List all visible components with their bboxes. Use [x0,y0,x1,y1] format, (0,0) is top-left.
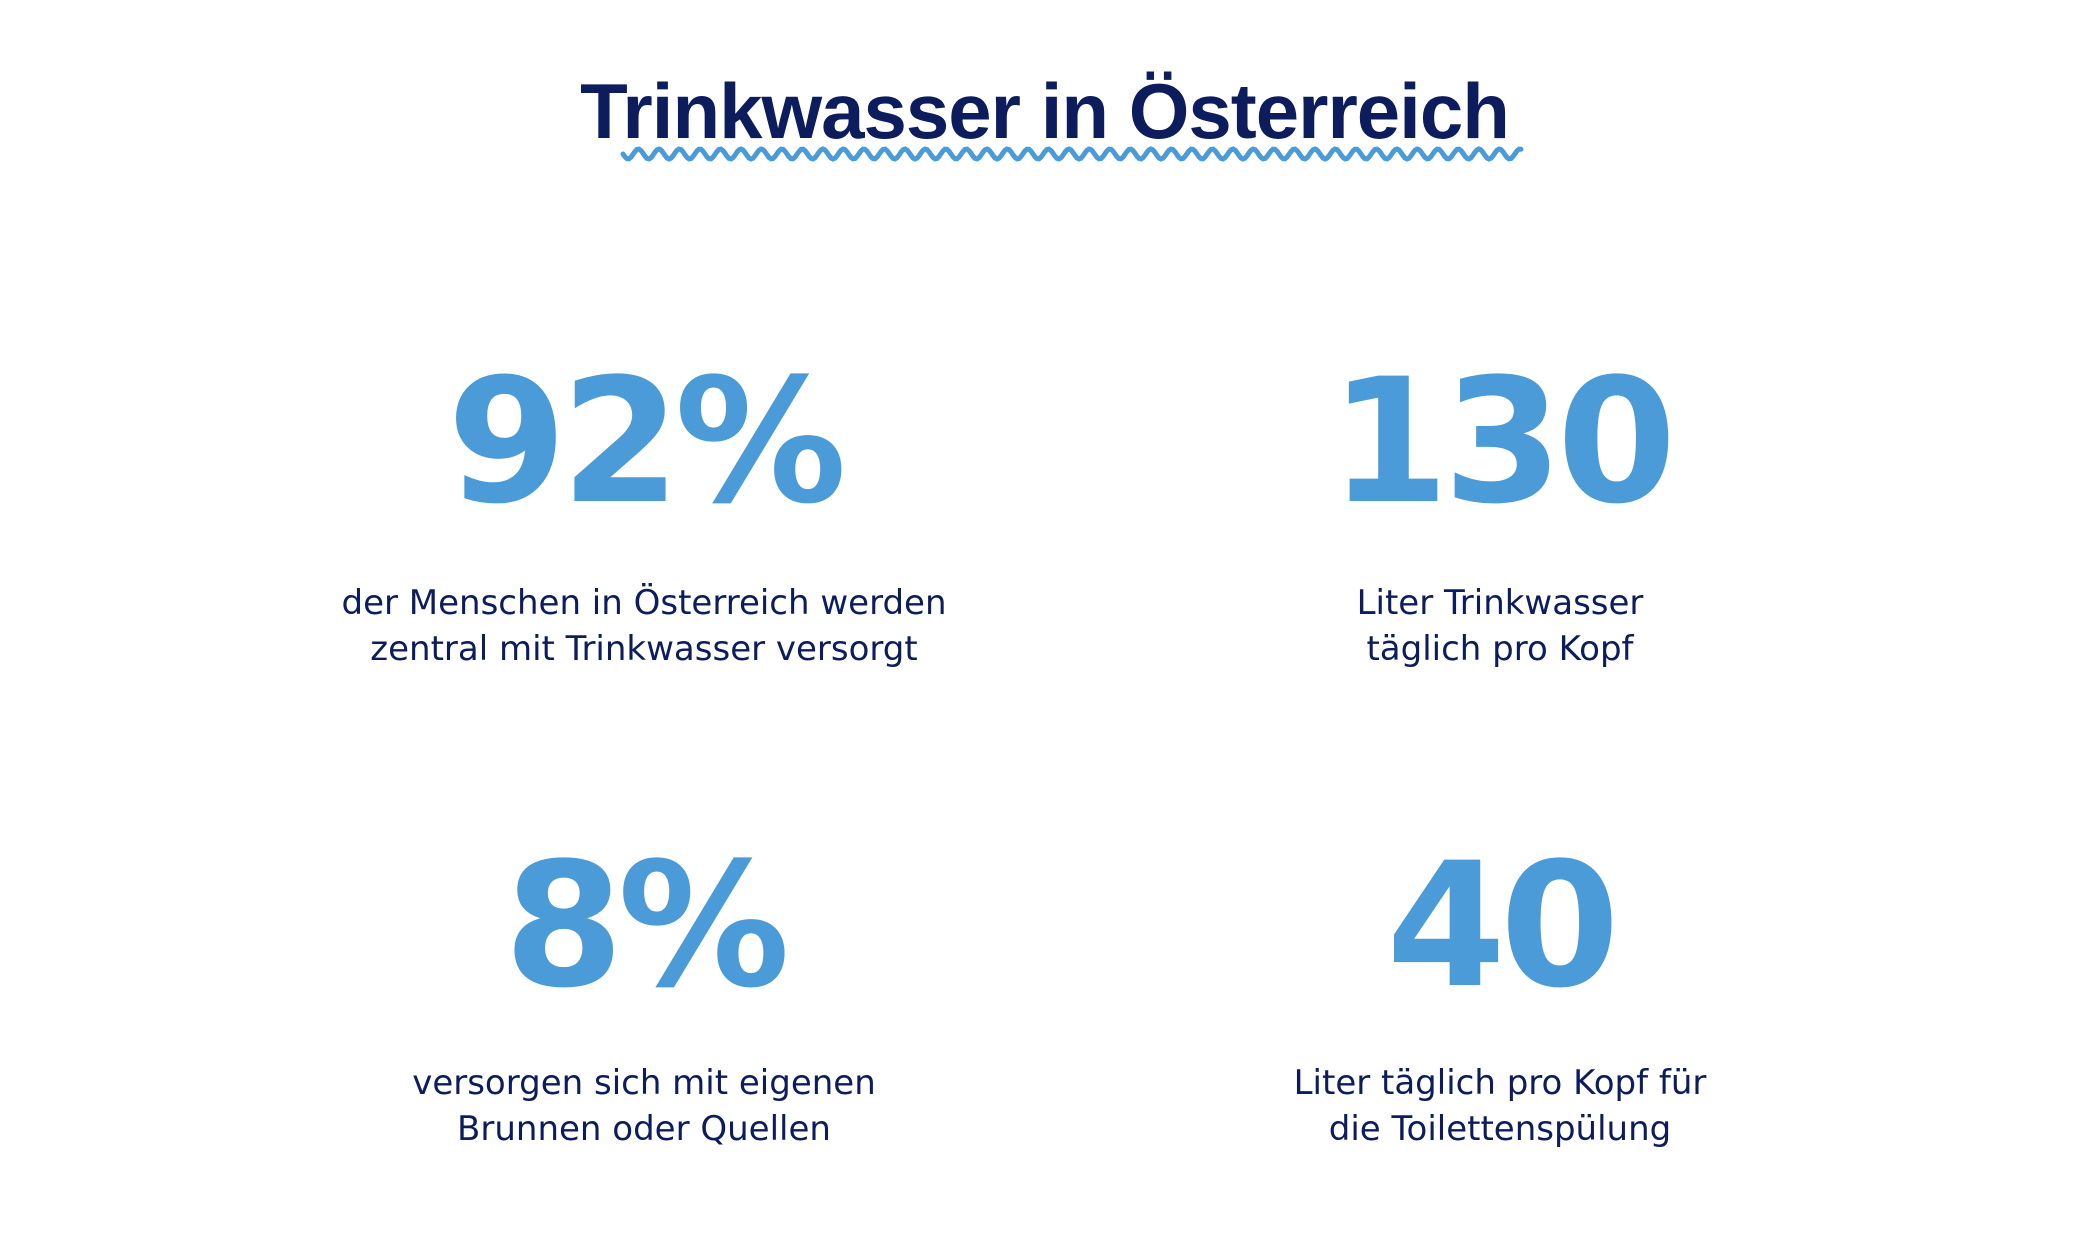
stat-value: 92% [447,341,847,542]
page-title: Trinkwasser in Österreich [580,67,1510,155]
stat-central-supply: 92% der Menschen in Österreich werden ze… [194,352,1094,672]
stat-value: 8% [503,825,790,1026]
stat-description: Liter täglich pro Kopf für die Toiletten… [1293,1063,1707,1149]
stat-description: Liter Trinkwasser täglich pro Kopf [1356,583,1644,669]
stat-own-wells: 8% versorgen sich mit eigenen Brunnen od… [194,836,1094,1152]
stat-description: der Menschen in Österreich werden zentra… [341,583,947,669]
stat-value: 40 [1386,825,1619,1026]
wave-underline [620,146,1524,162]
stat-toilet-flushing: 40 Liter täglich pro Kopf für die Toilet… [1050,836,1950,1152]
stat-daily-consumption: 130 Liter Trinkwasser täglich pro Kopf [1050,352,1950,672]
stat-value: 130 [1329,341,1676,542]
stat-description: versorgen sich mit eigenen Brunnen oder … [412,1063,876,1149]
